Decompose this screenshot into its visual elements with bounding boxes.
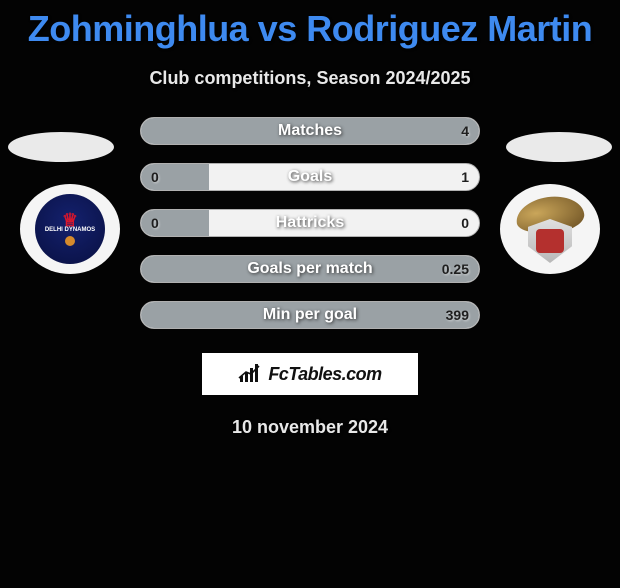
stat-label: Min per goal — [141, 302, 479, 328]
team-crest-right — [500, 184, 600, 274]
stat-label: Matches — [141, 118, 479, 144]
stat-right-value: 0.25 — [442, 256, 469, 282]
brand-text: FcTables.com — [268, 364, 381, 385]
brand-box: FcTables.com — [202, 353, 418, 395]
stat-row-goals-per-match: Goals per match 0.25 — [140, 255, 480, 283]
stat-right-value: 0 — [461, 210, 469, 236]
stat-label: Hattricks — [141, 210, 479, 236]
stat-row-matches: Matches 4 — [140, 117, 480, 145]
stat-label: Goals per match — [141, 256, 479, 282]
stat-right-value: 4 — [461, 118, 469, 144]
player-ellipse-right — [506, 132, 612, 162]
team-crest-left: ♕ DELHI DYNAMOS — [20, 184, 120, 274]
stat-label: Goals — [141, 164, 479, 190]
subtitle: Club competitions, Season 2024/2025 — [0, 68, 620, 89]
stat-row-goals: 0 Goals 1 — [140, 163, 480, 191]
stat-row-min-per-goal: Min per goal 399 — [140, 301, 480, 329]
stats-bars: Matches 4 0 Goals 1 0 Hattricks 0 Goals … — [140, 117, 480, 329]
delhi-dynamos-crest-icon: ♕ DELHI DYNAMOS — [35, 194, 105, 264]
player-ellipse-left — [8, 132, 114, 162]
atk-crest-icon — [510, 189, 590, 269]
page-title: Zohminghlua vs Rodriguez Martin — [0, 8, 620, 50]
stat-right-value: 1 — [461, 164, 469, 190]
stat-row-hattricks: 0 Hattricks 0 — [140, 209, 480, 237]
bar-chart-icon — [238, 364, 262, 384]
stat-right-value: 399 — [446, 302, 469, 328]
date-text: 10 november 2024 — [0, 417, 620, 438]
